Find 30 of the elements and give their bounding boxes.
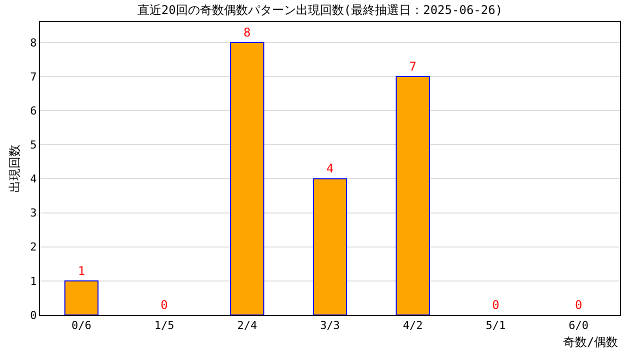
x-tick-label: 2/4 [237,319,258,332]
data-label: 7 [409,60,416,74]
data-label: 0 [492,298,500,312]
x-tick-label: 4/2 [402,319,423,332]
data-label: 4 [326,162,334,176]
bar [396,76,430,315]
chart-title: 直近20回の奇数偶数パターン出現回数(最終抽選日：2025-06-26) [137,2,503,17]
y-tick-label: 5 [30,138,37,152]
bar [312,178,348,315]
data-label: 0 [160,298,168,312]
bar [64,280,98,315]
data-label: 1 [78,264,86,278]
x-tick-label: 6/0 [568,319,589,332]
y-axis-title: 出現回数 [7,144,22,192]
x-axis-title: 奇数/偶数 [563,335,618,349]
data-label: 8 [244,25,251,40]
x-tick-label: 0/6 [71,319,92,332]
x-tick-label: 3/3 [320,319,340,332]
y-tick-label: 3 [30,206,37,220]
y-tick-label: 0 [30,308,37,322]
y-tick-label: 7 [30,70,37,84]
bar [230,42,264,315]
data-label: 0 [574,298,582,312]
x-tick-label: 5/1 [486,319,506,332]
x-tick-label: 1/5 [154,319,174,332]
y-tick-label: 2 [30,240,37,254]
y-tick-label: 8 [30,36,37,50]
y-tick-label: 6 [30,104,37,118]
y-tick-label: 4 [30,172,38,186]
y-tick-label: 1 [30,274,37,288]
